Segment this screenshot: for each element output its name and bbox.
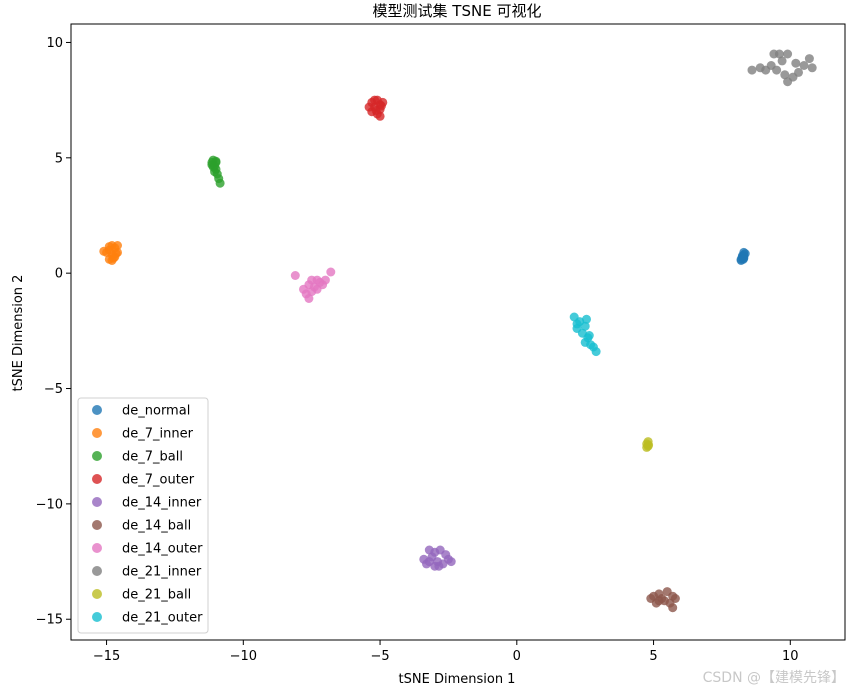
legend-label-de_21_inner: de_21_inner — [122, 565, 202, 580]
legend-marker-de_14_ball — [92, 520, 102, 530]
y-tick-label-10: 10 — [46, 36, 63, 51]
legend-label-de_14_outer: de_14_outer — [122, 542, 203, 557]
point-de_21_inner-1 — [774, 49, 784, 59]
point-de_14_outer-13 — [309, 282, 319, 292]
series-de_normal — [736, 247, 750, 265]
point-de_7_ball-11 — [210, 161, 220, 171]
point-de_14_outer-10 — [326, 267, 336, 277]
point-de_21_inner-14 — [791, 58, 801, 68]
point-de_21_inner-8 — [780, 70, 790, 80]
legend-label-de_7_inner: de_7_inner — [122, 427, 194, 442]
series-de_21_outer — [569, 312, 601, 357]
series-de_14_inner — [419, 545, 456, 571]
y-tick-label--10: −10 — [36, 497, 63, 512]
series-de_7_inner — [99, 241, 122, 265]
legend-marker-de_21_inner — [92, 566, 102, 576]
series-de_21_ball — [642, 437, 654, 452]
series-de_7_ball — [207, 155, 225, 188]
legend-label-de_14_ball: de_14_ball — [122, 519, 191, 534]
legend-label-de_7_ball: de_7_ball — [122, 450, 183, 465]
x-tick-label-5: 5 — [649, 649, 657, 664]
point-de_14_outer-0 — [290, 271, 300, 280]
point-de_14_ball-11 — [668, 603, 678, 613]
point-de_7_inner-10 — [113, 241, 122, 250]
points-layer — [99, 49, 817, 613]
point-de_21_outer-4 — [580, 321, 590, 331]
x-tick-label--10: −10 — [230, 649, 257, 664]
point-de_21_inner-13 — [807, 63, 817, 73]
point-de_21_inner-2 — [783, 49, 793, 59]
point-de_21_ball-4 — [644, 440, 654, 450]
y-tick-label-0: 0 — [55, 267, 63, 282]
legend-marker-de_normal — [92, 405, 102, 415]
point-de_14_outer-12 — [301, 289, 311, 299]
point-de_7_inner-13 — [111, 249, 121, 259]
x-tick-label-0: 0 — [513, 649, 521, 664]
point-de_21_inner-15 — [783, 77, 793, 87]
point-de_7_inner-12 — [104, 242, 114, 252]
legend-label-de_21_outer: de_21_outer — [122, 611, 203, 626]
series-de_14_outer — [290, 267, 336, 303]
legend-label-de_normal: de_normal — [122, 404, 190, 419]
watermark: CSDN @【建模先锋】 — [703, 670, 845, 686]
point-de_21_outer-12 — [584, 331, 594, 340]
legend-label-de_21_ball: de_21_ball — [122, 588, 191, 603]
x-tick-label--5: −5 — [370, 649, 389, 664]
legend-label-de_14_inner: de_14_inner — [122, 496, 202, 511]
legend-marker-de_7_inner — [92, 428, 102, 438]
series-de_7_outer — [364, 95, 388, 121]
point-de_21_outer-10 — [572, 319, 582, 329]
x-tick-label-10: 10 — [782, 649, 799, 664]
point-de_21_inner-16 — [747, 65, 757, 75]
point-de_21_inner-3 — [777, 56, 787, 66]
legend-label-de_7_outer: de_7_outer — [122, 473, 195, 488]
y-axis-label: tSNE Dimension 2 — [11, 275, 26, 392]
chart-title: 模型测试集 TSNE 可视化 — [373, 2, 542, 20]
point-de_14_inner-12 — [424, 557, 434, 567]
point-de_21_outer-11 — [582, 314, 591, 324]
point-de_7_outer-8 — [364, 102, 374, 112]
y-tick-label--5: −5 — [44, 382, 63, 397]
point-de_21_inner-12 — [804, 54, 814, 64]
plot-frame — [70, 23, 846, 641]
point-de_normal-9 — [738, 254, 748, 264]
x-axis-label: tSNE Dimension 1 — [399, 672, 516, 687]
point-de_7_outer-12 — [371, 106, 381, 115]
legend-marker-de_7_ball — [92, 451, 102, 461]
point-de_14_ball-12 — [654, 596, 664, 606]
point-de_21_outer-9 — [591, 347, 601, 357]
y-tick-label-5: 5 — [55, 151, 63, 166]
series-de_14_ball — [646, 587, 680, 613]
point-de_7_ball-8 — [215, 178, 225, 188]
point-de_21_inner-11 — [799, 61, 809, 70]
legend-marker-de_14_outer — [92, 543, 102, 553]
point-de_21_inner-6 — [755, 63, 765, 73]
legend-marker-de_21_outer — [92, 612, 102, 622]
point-de_14_ball-10 — [670, 594, 680, 603]
point-de_21_inner-10 — [794, 67, 803, 77]
y-axis-ticks: −15 −10 −5 0 5 10 — [36, 36, 71, 628]
legend-marker-de_21_ball — [92, 589, 102, 599]
y-tick-label--15: −15 — [36, 613, 63, 628]
point-de_7_outer-10 — [370, 95, 380, 105]
point-de_14_inner-13 — [434, 561, 444, 571]
series-de_21_inner — [747, 49, 817, 87]
legend: de_normal de_7_inner de_7_ball de_7_outerde… — [77, 397, 209, 634]
point-de_21_inner-7 — [772, 65, 782, 75]
x-tick-label--15: −15 — [93, 649, 120, 664]
legend-box — [77, 397, 209, 634]
point-de_14_inner-11 — [446, 557, 456, 567]
legend-marker-de_14_inner — [92, 497, 102, 507]
x-axis-ticks: −15 −10 −5 0 5 10 — [93, 640, 799, 664]
legend-marker-de_7_outer — [92, 474, 102, 484]
